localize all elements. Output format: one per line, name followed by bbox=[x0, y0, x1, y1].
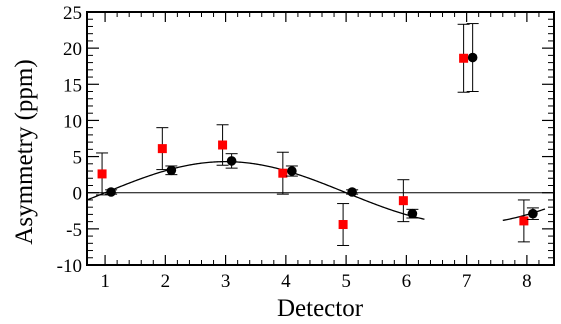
y-tick-label: 0 bbox=[73, 184, 83, 205]
x-tick-label: 4 bbox=[281, 271, 291, 292]
y-tick-label: 25 bbox=[63, 3, 82, 24]
plot-frame bbox=[86, 11, 555, 266]
data-point-circle bbox=[226, 156, 237, 166]
data-point-square bbox=[519, 216, 529, 226]
x-tick-label: 2 bbox=[161, 271, 171, 292]
y-axis-title: Asymmetry (ppm) bbox=[11, 59, 38, 244]
data-point-circle bbox=[407, 208, 418, 219]
data-point-square bbox=[459, 53, 469, 63]
x-tick-label: 6 bbox=[402, 271, 412, 292]
x-tick-label: 5 bbox=[341, 271, 351, 292]
data-point-square bbox=[398, 196, 408, 206]
x-tick-label: 7 bbox=[462, 271, 472, 292]
data-point-circle bbox=[347, 187, 357, 197]
data-point-square bbox=[157, 144, 167, 154]
fit-curve bbox=[86, 160, 546, 222]
data-point-square bbox=[97, 169, 107, 179]
y-tick-label: -5 bbox=[66, 220, 82, 241]
y-tick-label: 5 bbox=[73, 148, 83, 169]
data-point-square bbox=[338, 220, 348, 230]
tick-labels: 1 2 3 4 5 6 7 8 -10 -5 0 5 10 15 20 25 bbox=[57, 3, 532, 292]
y-tick-label: 20 bbox=[63, 39, 82, 60]
axis-ticks bbox=[87, 11, 554, 266]
data-point-square bbox=[218, 140, 228, 150]
x-tick-label: 1 bbox=[100, 271, 110, 292]
x-tick-label: 8 bbox=[522, 271, 532, 292]
data-point-circle bbox=[166, 165, 177, 176]
fit-curve-segment bbox=[86, 160, 425, 220]
data-point-circle bbox=[528, 208, 538, 219]
data-points bbox=[96, 23, 539, 246]
y-tick-label: 15 bbox=[63, 75, 82, 96]
data-point-square bbox=[278, 168, 288, 178]
data-point-circle bbox=[287, 166, 297, 176]
data-point-circle bbox=[106, 187, 116, 197]
y-tick-label: 10 bbox=[63, 111, 82, 132]
y-tick-label: -10 bbox=[57, 256, 82, 277]
x-tick-label: 3 bbox=[221, 271, 231, 292]
data-point-circle bbox=[467, 52, 478, 63]
x-axis-title: Detector bbox=[277, 295, 364, 322]
